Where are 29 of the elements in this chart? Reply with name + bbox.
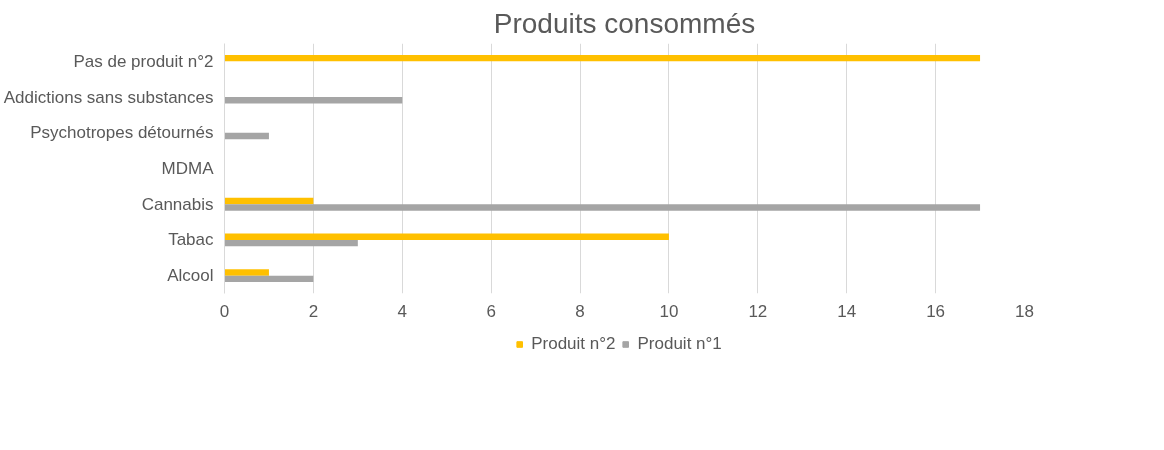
x-tick-label: 16 — [926, 301, 946, 321]
y-tick-label: Cannabis — [141, 194, 214, 214]
x-tick-label: 14 — [837, 301, 857, 321]
bar — [224, 132, 269, 140]
x-tick-label: 6 — [486, 301, 496, 321]
bar — [224, 275, 314, 283]
legend-label: Produit n°2 — [531, 334, 616, 354]
y-tick-label: Psychotropes détournés — [30, 123, 214, 143]
x-tick-label: 18 — [1015, 301, 1034, 321]
y-tick-label: Alcool — [167, 266, 214, 286]
y-tick-label: Pas de produit n°2 — [73, 51, 214, 71]
x-tick-label: 0 — [219, 301, 230, 321]
y-tick-label: Tabac — [168, 230, 214, 250]
x-tick-label: 12 — [748, 301, 768, 321]
x-tick-label: 8 — [575, 301, 585, 321]
bar — [224, 197, 314, 205]
bar — [224, 233, 669, 240]
legend-label: Produit n°1 — [637, 334, 722, 354]
bar — [224, 97, 403, 104]
x-tick-label: 4 — [397, 301, 408, 321]
x-tick-label: 2 — [308, 301, 319, 321]
y-tick-label: MDMA — [161, 159, 215, 178]
y-tick-label: Addictions sans substances — [3, 87, 214, 107]
bar — [224, 269, 269, 276]
x-tick-label: 10 — [659, 301, 679, 321]
bar — [224, 239, 358, 247]
chart-title: Produits consommés — [493, 7, 756, 39]
bar — [224, 204, 981, 211]
bar — [224, 54, 981, 62]
